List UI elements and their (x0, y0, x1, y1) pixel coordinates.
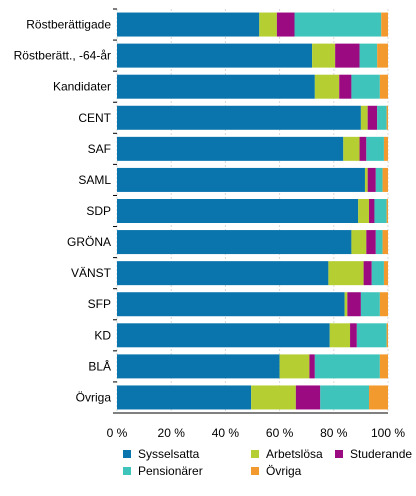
bar-segment (314, 74, 340, 99)
bar-segment (375, 167, 383, 192)
bar-segment (259, 12, 277, 37)
bar-segment (369, 199, 375, 223)
bar-segment (379, 292, 388, 317)
legend-label: Övriga (266, 464, 302, 478)
bar-segment (358, 199, 370, 223)
bar-segment (117, 43, 313, 68)
bar-segment (371, 261, 384, 286)
bar-segment (117, 74, 315, 99)
bar-segment (367, 105, 378, 130)
y-category-label: Kandidater (53, 80, 111, 94)
bar-segment (314, 354, 380, 379)
y-category-label: SDP (86, 204, 111, 218)
y-category-label: BLÅ (88, 358, 111, 373)
bar-segment (377, 105, 387, 130)
axes: 0 % 20 % 40 % 60 % 80 % 100 % Röstberättigade R… (14, 8, 405, 440)
bar-segment (117, 385, 252, 410)
bar-segment (343, 136, 360, 161)
bar-segment (386, 323, 388, 348)
bar-segment (335, 43, 360, 68)
bar-segment (360, 105, 368, 130)
bar-segment (117, 354, 280, 379)
bar-segment (312, 43, 336, 68)
bar-segment (117, 136, 344, 161)
bar-segment (359, 43, 378, 68)
bar-segment (367, 167, 376, 192)
bar-segment (366, 230, 376, 255)
bar-segment (382, 167, 388, 192)
bar-segment (377, 43, 388, 68)
legend-label: Pensionärer (138, 464, 203, 478)
bar-segment (374, 199, 387, 223)
bar-segment (339, 74, 352, 99)
bar-segment (117, 230, 352, 255)
bar-segment (117, 323, 330, 348)
y-category-label: SAML (78, 173, 111, 187)
legend-swatch (123, 450, 131, 458)
bar-segment (382, 230, 388, 255)
bar-segment (350, 323, 357, 348)
bar-segment (363, 261, 372, 286)
bar-segment (383, 261, 388, 286)
bar-segment (251, 385, 296, 410)
legend-swatch (123, 467, 131, 475)
x-tick-label: 100 % (371, 426, 405, 440)
bar-segment (328, 261, 364, 286)
legend-swatch (335, 450, 343, 458)
legend-label: Arbetslösa (266, 447, 323, 461)
bar-segment (117, 261, 329, 286)
bar-segment (320, 385, 370, 410)
y-category-label: VÄNST (71, 266, 112, 280)
bar-segment (295, 385, 321, 410)
y-category-label: CENT (78, 111, 111, 125)
y-category-label: KD (94, 328, 111, 342)
legend-label: Sysselsatta (138, 447, 200, 461)
y-category-label: Röstberätt., -64-år (14, 49, 111, 63)
bar-segment (386, 105, 388, 130)
legend-swatch (251, 467, 259, 475)
bar-segment (351, 230, 367, 255)
y-category-label: GRÖNA (67, 235, 111, 249)
bar-segment (364, 167, 368, 192)
x-tick-label: 20 % (158, 426, 186, 440)
bar-segment (276, 12, 295, 37)
bar-segment (294, 12, 382, 37)
bar-segment (366, 136, 384, 161)
bar-segment (379, 354, 388, 379)
x-tick-label: 80 % (320, 426, 348, 440)
bar-segment (347, 292, 361, 317)
legend-swatch (251, 450, 259, 458)
bar-segment (360, 292, 380, 317)
bar-segment (117, 167, 365, 192)
y-category-label: Övriga (76, 390, 112, 404)
bar-segment (117, 292, 345, 317)
y-category-label: Röstberättigade (26, 18, 111, 32)
bar-segment (359, 136, 367, 161)
bar-segment (379, 74, 388, 99)
bar-segment (117, 105, 361, 130)
bar-segment (309, 354, 315, 379)
bar-segment (356, 323, 387, 348)
y-category-label: SFP (88, 297, 111, 311)
x-tick-label: 60 % (266, 426, 294, 440)
x-tick-label: 40 % (212, 426, 240, 440)
bar-segment (386, 199, 388, 223)
bar-segment (383, 136, 388, 161)
bar-segment (117, 199, 359, 223)
bar-segment (279, 354, 310, 379)
bar-segment (381, 12, 388, 37)
legend-label: Studerande (350, 447, 412, 461)
bars (117, 12, 388, 410)
bar-segment (344, 292, 348, 317)
bar-segment (351, 74, 380, 99)
bar-segment (369, 385, 388, 410)
bar-segment (375, 230, 383, 255)
bar-segment (329, 323, 351, 348)
legend: Sysselsatta Arbetslösa Studerande Pensionär… (123, 447, 412, 478)
y-category-label: SAF (88, 142, 111, 156)
bar-segment (117, 12, 260, 37)
x-tick-label: 0 % (107, 426, 128, 440)
